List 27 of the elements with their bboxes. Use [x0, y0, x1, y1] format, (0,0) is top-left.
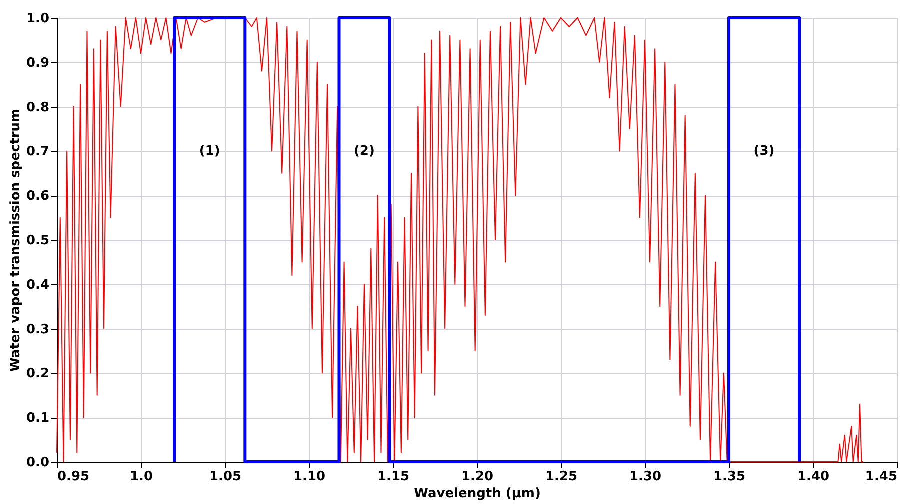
- y-tick-label: 0.4: [26, 278, 50, 293]
- x-tick-label: 1.40: [797, 470, 830, 484]
- x-tick-label: 1.35: [713, 470, 746, 484]
- x-tick-label: 1.15: [377, 470, 410, 484]
- x-tick-label: 1.05: [209, 470, 242, 484]
- y-tick-label: 1.0: [26, 12, 50, 26]
- y-tick-label: 0.6: [26, 189, 50, 204]
- x-tick-label: 1.20: [461, 470, 494, 484]
- x-tick-label: 1.30: [629, 470, 662, 484]
- x-axis-title: Wavelength (μm): [414, 486, 541, 502]
- y-tick-label: 0.8: [26, 100, 50, 116]
- y-tick-label: 0.0: [26, 456, 50, 470]
- y-tick-label: 0.7: [26, 144, 50, 160]
- annotation: (3): [754, 144, 775, 160]
- x-tick-label: 1.25: [545, 470, 578, 484]
- x-tick-label: 0.95: [58, 470, 90, 484]
- y-tick-label: 0.5: [26, 234, 50, 248]
- y-tick-label: 0.2: [26, 366, 50, 382]
- x-tick-label: 1.10: [293, 470, 326, 484]
- y-tick-label: 0.3: [26, 322, 50, 338]
- y-tick-label: 0.1: [26, 411, 50, 426]
- x-tick-label: 1.0: [130, 470, 154, 484]
- y-axis-title: Water vapor transmission spectrum: [8, 108, 24, 372]
- annotation: (1): [199, 144, 220, 160]
- annotation: (2): [354, 144, 375, 160]
- y-tick-label: 0.9: [26, 56, 50, 71]
- x-tick-label: 1.45: [865, 470, 898, 484]
